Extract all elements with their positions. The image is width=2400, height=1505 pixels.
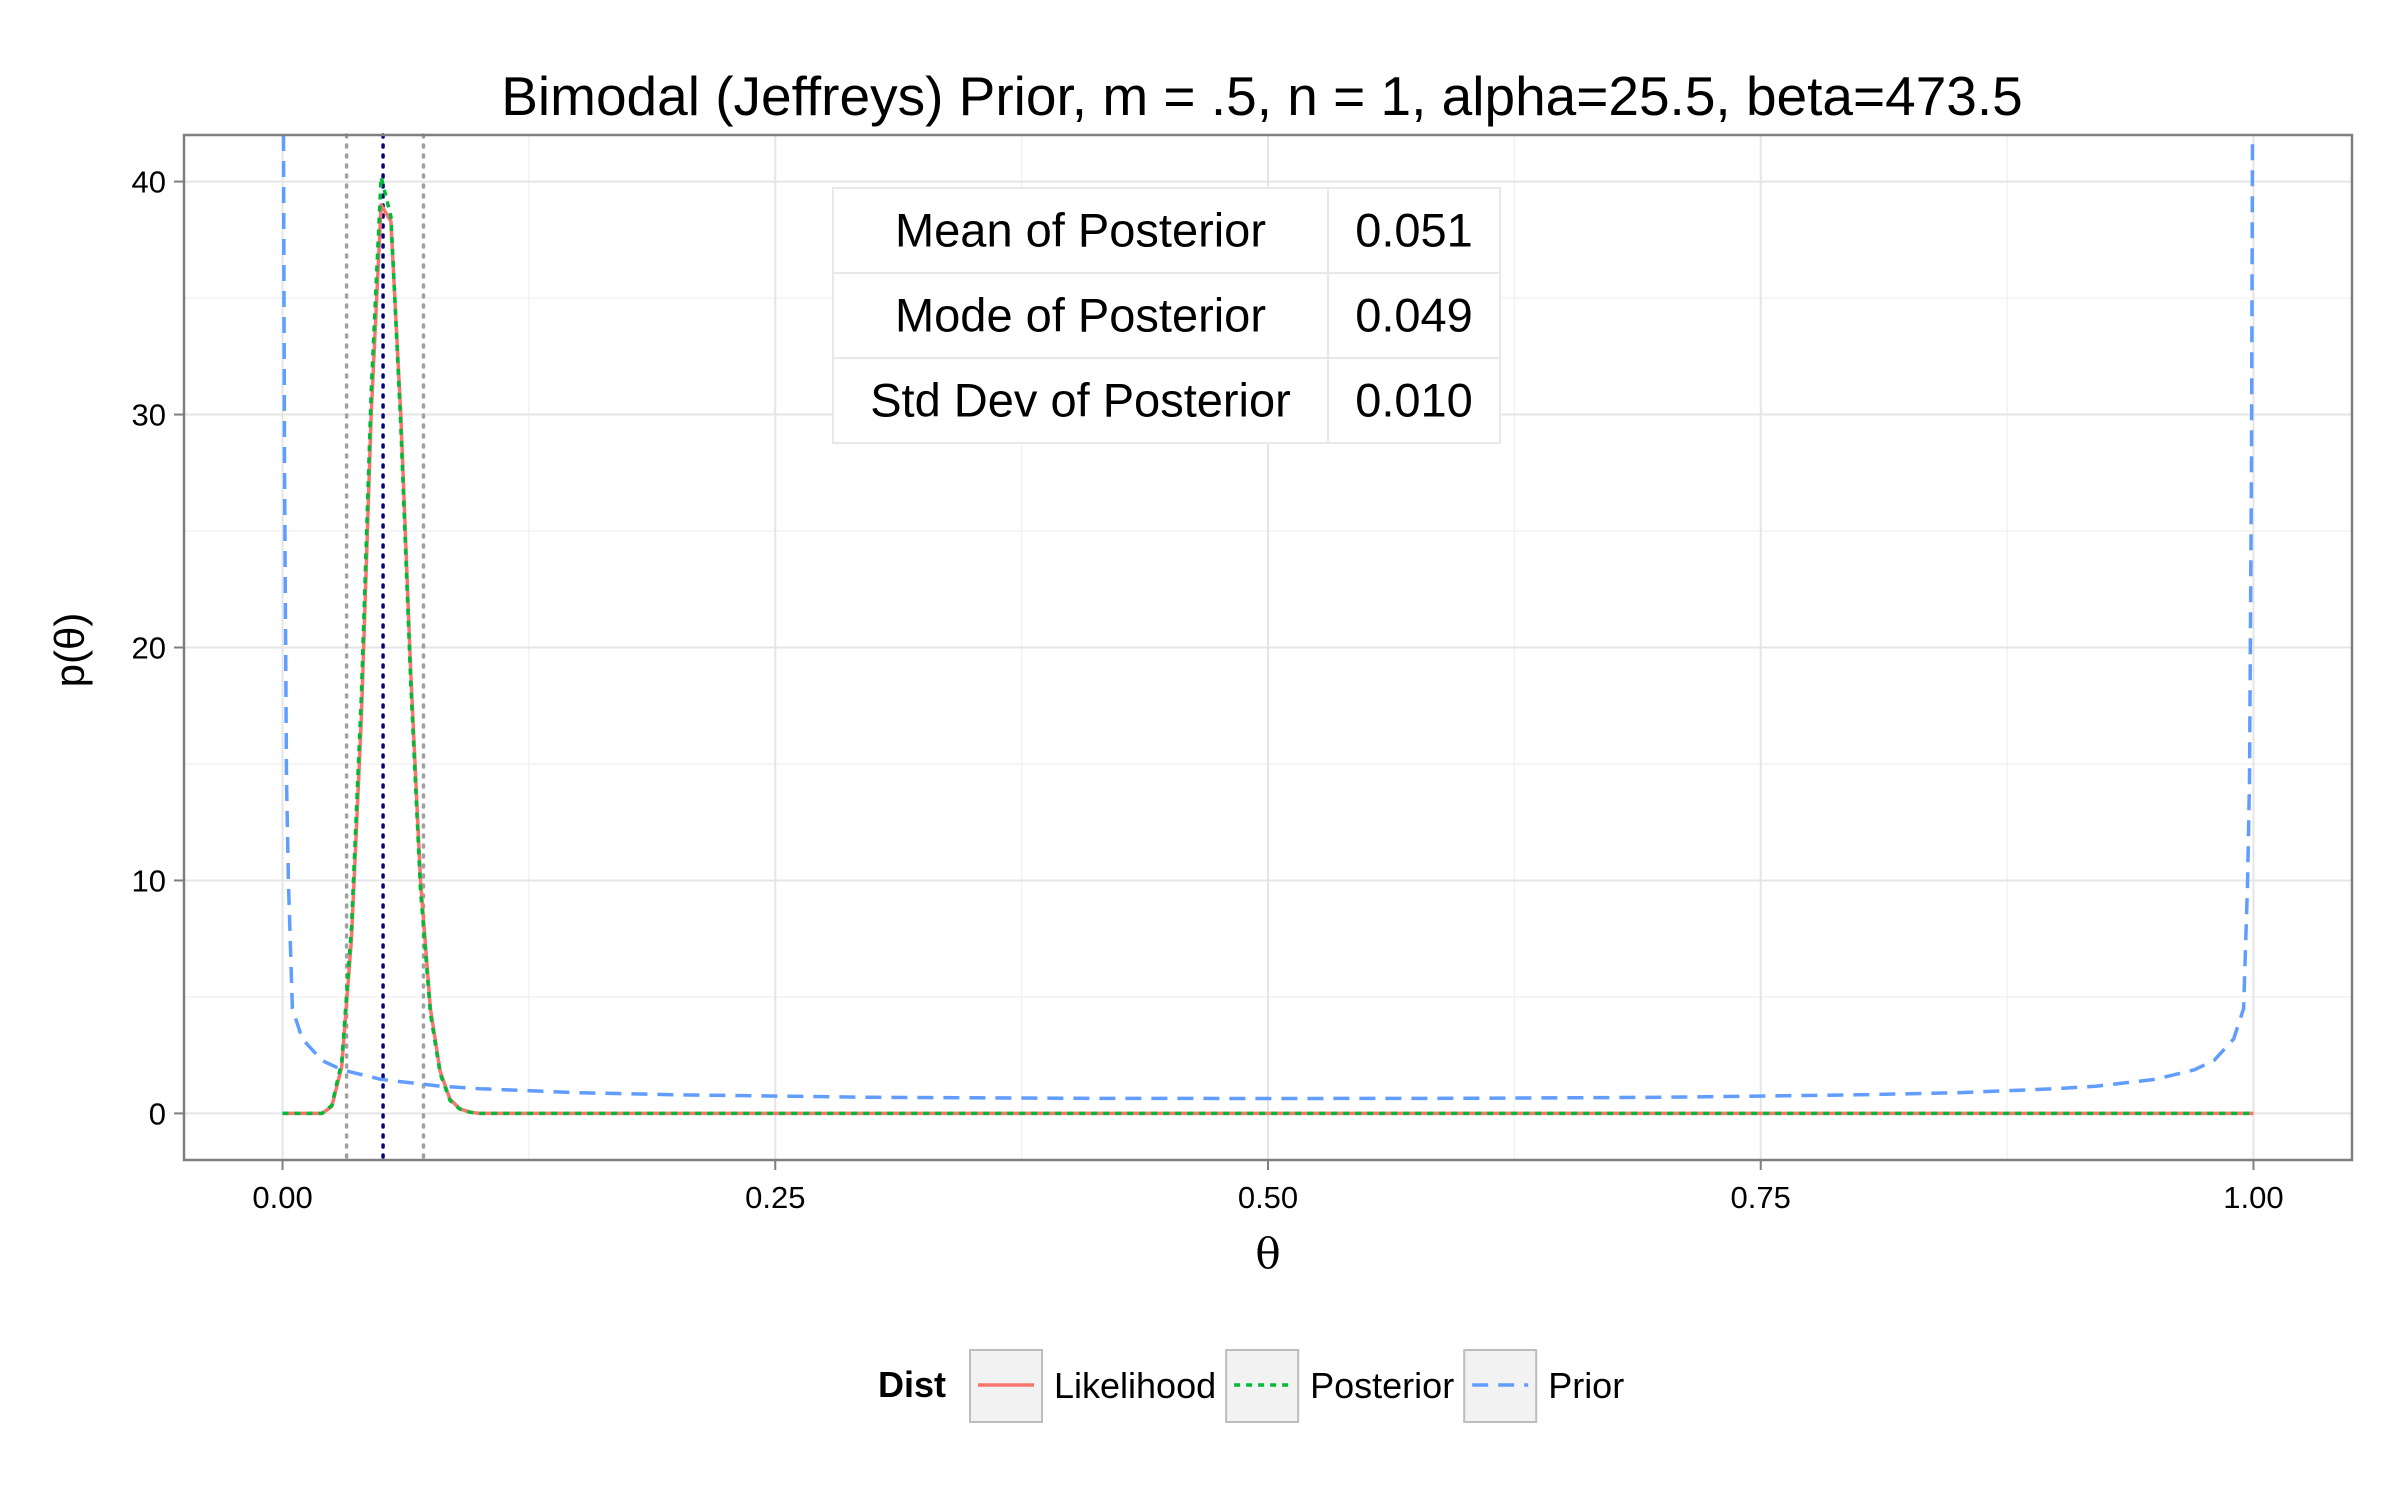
axes-layer: 0.00 0.25 0.50 0.75 1.00 0 10 20 30 40 <box>132 133 2354 1215</box>
chart-title: Bimodal (Jeffreys) Prior, m = .5, n = 1,… <box>501 65 2023 127</box>
stats-cell-value <box>1327 272 1501 359</box>
y-tick-label: 20 <box>132 631 166 666</box>
stats-value: 0.049 <box>1355 289 1473 342</box>
x-tick-label: 0.50 <box>1238 1180 1298 1215</box>
x-tick-label: 0.00 <box>252 1180 312 1215</box>
x-tick-label: 1.00 <box>2223 1180 2283 1215</box>
legend-label: Likelihood <box>1054 1365 1216 1406</box>
legend-label: Prior <box>1548 1365 1624 1406</box>
x-tick-label: 0.25 <box>745 1180 805 1215</box>
series-layer <box>281 135 2255 1116</box>
stats-cell-label <box>832 272 1329 359</box>
legend-label: Posterior <box>1310 1365 1454 1406</box>
stats-table: Mean of Posterior 0.051 Mode of Posterior 0… <box>832 187 1501 444</box>
stats-cell-value <box>1327 187 1501 274</box>
series-line-prior <box>281 135 2255 1101</box>
stats-cell-label <box>832 187 1329 274</box>
legend-title: Dist <box>878 1364 946 1405</box>
y-axis-title: p(θ) <box>46 613 93 688</box>
stats-label: Mean of Posterior <box>895 204 1266 257</box>
x-axis-title: θ <box>1255 1229 1280 1278</box>
stats-label: Std Dev of Posterior <box>870 374 1291 427</box>
stats-label: Mode of Posterior <box>895 289 1266 342</box>
y-tick-label: 30 <box>132 398 166 433</box>
legend: Dist Likelihood Posterior Prior <box>878 1349 1624 1423</box>
y-tick-label: 10 <box>132 863 166 898</box>
y-tick-label: 40 <box>132 165 166 200</box>
y-tick-label: 0 <box>149 1096 166 1131</box>
reference-lines <box>344 133 426 1162</box>
stats-value: 0.010 <box>1355 374 1473 427</box>
stats-cell-label <box>832 357 1329 444</box>
x-tick-label: 0.75 <box>1731 1180 1791 1215</box>
stats-value: 0.051 <box>1355 204 1473 257</box>
series-line-posterior <box>282 175 2254 1116</box>
stats-cell-value <box>1327 357 1501 444</box>
